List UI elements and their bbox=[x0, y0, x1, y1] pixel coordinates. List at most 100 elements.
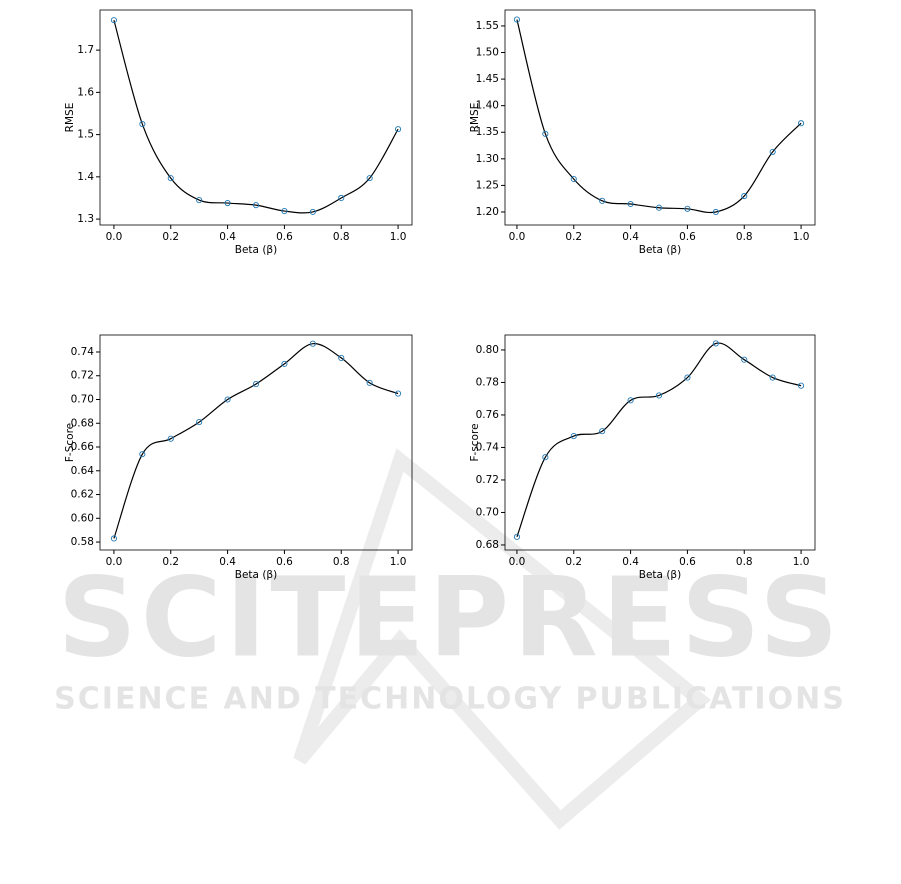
x-tick-label: 0.6 bbox=[276, 556, 293, 568]
marker bbox=[769, 148, 776, 155]
marker bbox=[712, 208, 719, 216]
watermark-title: SCITEPRESS bbox=[57, 553, 842, 681]
chart: 0.0 0.2 0.4 0.6 0.8 1.0 0.68 0.70 0.72 0.74 0.76 0.… bbox=[469, 334, 816, 581]
x-tick-label: 0.4 bbox=[219, 556, 236, 568]
marker bbox=[366, 379, 373, 386]
x-tick-label: 0.0 bbox=[509, 556, 526, 568]
marker bbox=[798, 382, 805, 389]
y-tick-label: 0.72 bbox=[476, 474, 499, 486]
marker bbox=[513, 533, 520, 540]
y-tick-label: 1.25 bbox=[476, 179, 499, 191]
x-tick-label: 0.8 bbox=[333, 556, 350, 568]
axes-frame bbox=[504, 334, 816, 551]
chart: 0.0 0.2 0.4 0.6 0.8 1.0 1.3 1.4 1.5 1.6 1.7 Beta (β… bbox=[64, 9, 413, 256]
y-tick-label: 1.6 bbox=[77, 86, 94, 98]
marker bbox=[741, 192, 748, 200]
marker bbox=[139, 451, 146, 458]
marker bbox=[627, 200, 634, 208]
chart: 0.0 0.2 0.4 0.6 0.8 1.0 1.20 1.25 1.30 1.35 1.40 1.… bbox=[469, 9, 816, 256]
y-tick-label: 0.60 bbox=[71, 512, 94, 524]
y-tick-label: 0.70 bbox=[476, 506, 499, 518]
marker bbox=[139, 120, 146, 128]
x-tick-label: 0.0 bbox=[106, 231, 123, 243]
marker bbox=[252, 202, 260, 209]
x-tick-label: 0.2 bbox=[565, 556, 582, 568]
x-tick-label: 0.2 bbox=[162, 231, 179, 243]
y-tick-label: 0.66 bbox=[71, 441, 95, 453]
curve bbox=[516, 19, 802, 214]
marker bbox=[196, 419, 203, 426]
axes-frame bbox=[99, 9, 413, 226]
x-tick-label: 0.4 bbox=[622, 231, 639, 243]
y-tick-label: 1.3 bbox=[77, 213, 94, 225]
y-axis-label: F-Score bbox=[64, 423, 76, 462]
marker bbox=[309, 340, 316, 347]
marker bbox=[110, 535, 117, 542]
y-tick-label: 1.55 bbox=[476, 20, 499, 32]
x-tick-label: 0.6 bbox=[679, 556, 696, 568]
x-tick-label: 0.8 bbox=[333, 231, 350, 243]
y-tick-label: 0.80 bbox=[476, 344, 499, 356]
x-tick-label: 0.2 bbox=[565, 231, 582, 243]
x-tick-label: 1.0 bbox=[390, 556, 407, 568]
x-tick-label: 1.0 bbox=[793, 556, 810, 568]
curve bbox=[113, 343, 399, 539]
y-tick-label: 1.45 bbox=[476, 73, 499, 85]
y-tick-label: 1.50 bbox=[476, 47, 499, 59]
marker bbox=[741, 356, 748, 363]
watermark: SCITEPRESS SCIENCE AND TECHNOLOGY PUBLIC… bbox=[54, 448, 846, 830]
y-tick-label: 0.78 bbox=[476, 376, 499, 388]
x-axis-label: Beta (β) bbox=[639, 569, 681, 581]
y-tick-label: 1.30 bbox=[476, 153, 499, 165]
marker bbox=[167, 175, 174, 182]
x-tick-label: 0.8 bbox=[736, 231, 753, 243]
y-tick-label: 0.58 bbox=[71, 536, 94, 548]
marker bbox=[599, 428, 606, 435]
y-axis-label: RMSE bbox=[469, 103, 481, 133]
marker bbox=[338, 194, 345, 202]
x-tick-label: 0.0 bbox=[106, 556, 123, 568]
x-tick-label: 1.0 bbox=[390, 231, 407, 243]
y-tick-label: 0.62 bbox=[71, 489, 94, 501]
y-tick-label: 0.72 bbox=[71, 370, 94, 382]
y-axis-label: RMSE bbox=[64, 103, 76, 133]
marker bbox=[252, 381, 260, 388]
marker bbox=[684, 205, 691, 212]
watermark-logo bbox=[293, 448, 711, 830]
marker bbox=[281, 208, 288, 215]
x-tick-label: 0.6 bbox=[679, 231, 696, 243]
curve bbox=[113, 19, 399, 214]
axes-frame bbox=[504, 9, 816, 226]
marker bbox=[110, 17, 117, 24]
x-tick-label: 1.0 bbox=[793, 231, 810, 243]
y-tick-label: 1.40 bbox=[476, 100, 499, 112]
marker bbox=[542, 130, 549, 137]
x-tick-label: 0.0 bbox=[509, 231, 526, 243]
marker bbox=[627, 397, 634, 404]
curve bbox=[516, 342, 802, 538]
marker bbox=[655, 392, 663, 399]
y-tick-label: 0.68 bbox=[476, 539, 499, 551]
marker bbox=[798, 120, 805, 127]
marker bbox=[599, 197, 606, 204]
marker bbox=[712, 340, 719, 347]
marker bbox=[395, 126, 402, 133]
y-tick-label: 0.68 bbox=[71, 417, 94, 429]
marker bbox=[366, 175, 373, 182]
marker bbox=[655, 204, 663, 211]
watermark-subtitle: SCIENCE AND TECHNOLOGY PUBLICATIONS bbox=[54, 682, 846, 717]
marker bbox=[513, 16, 520, 23]
y-tick-label: 1.7 bbox=[77, 44, 94, 56]
y-tick-label: 0.74 bbox=[71, 346, 95, 358]
marker bbox=[570, 433, 577, 440]
marker bbox=[395, 390, 402, 397]
y-tick-label: 0.70 bbox=[71, 394, 94, 406]
marker bbox=[167, 435, 174, 442]
marker bbox=[338, 354, 345, 361]
y-tick-label: 0.64 bbox=[71, 465, 95, 477]
x-tick-label: 0.8 bbox=[736, 556, 753, 568]
x-tick-label: 0.6 bbox=[276, 231, 293, 243]
y-tick-label: 1.4 bbox=[77, 171, 94, 183]
axes-frame bbox=[99, 334, 413, 551]
x-axis-label: Beta (β) bbox=[639, 244, 681, 256]
